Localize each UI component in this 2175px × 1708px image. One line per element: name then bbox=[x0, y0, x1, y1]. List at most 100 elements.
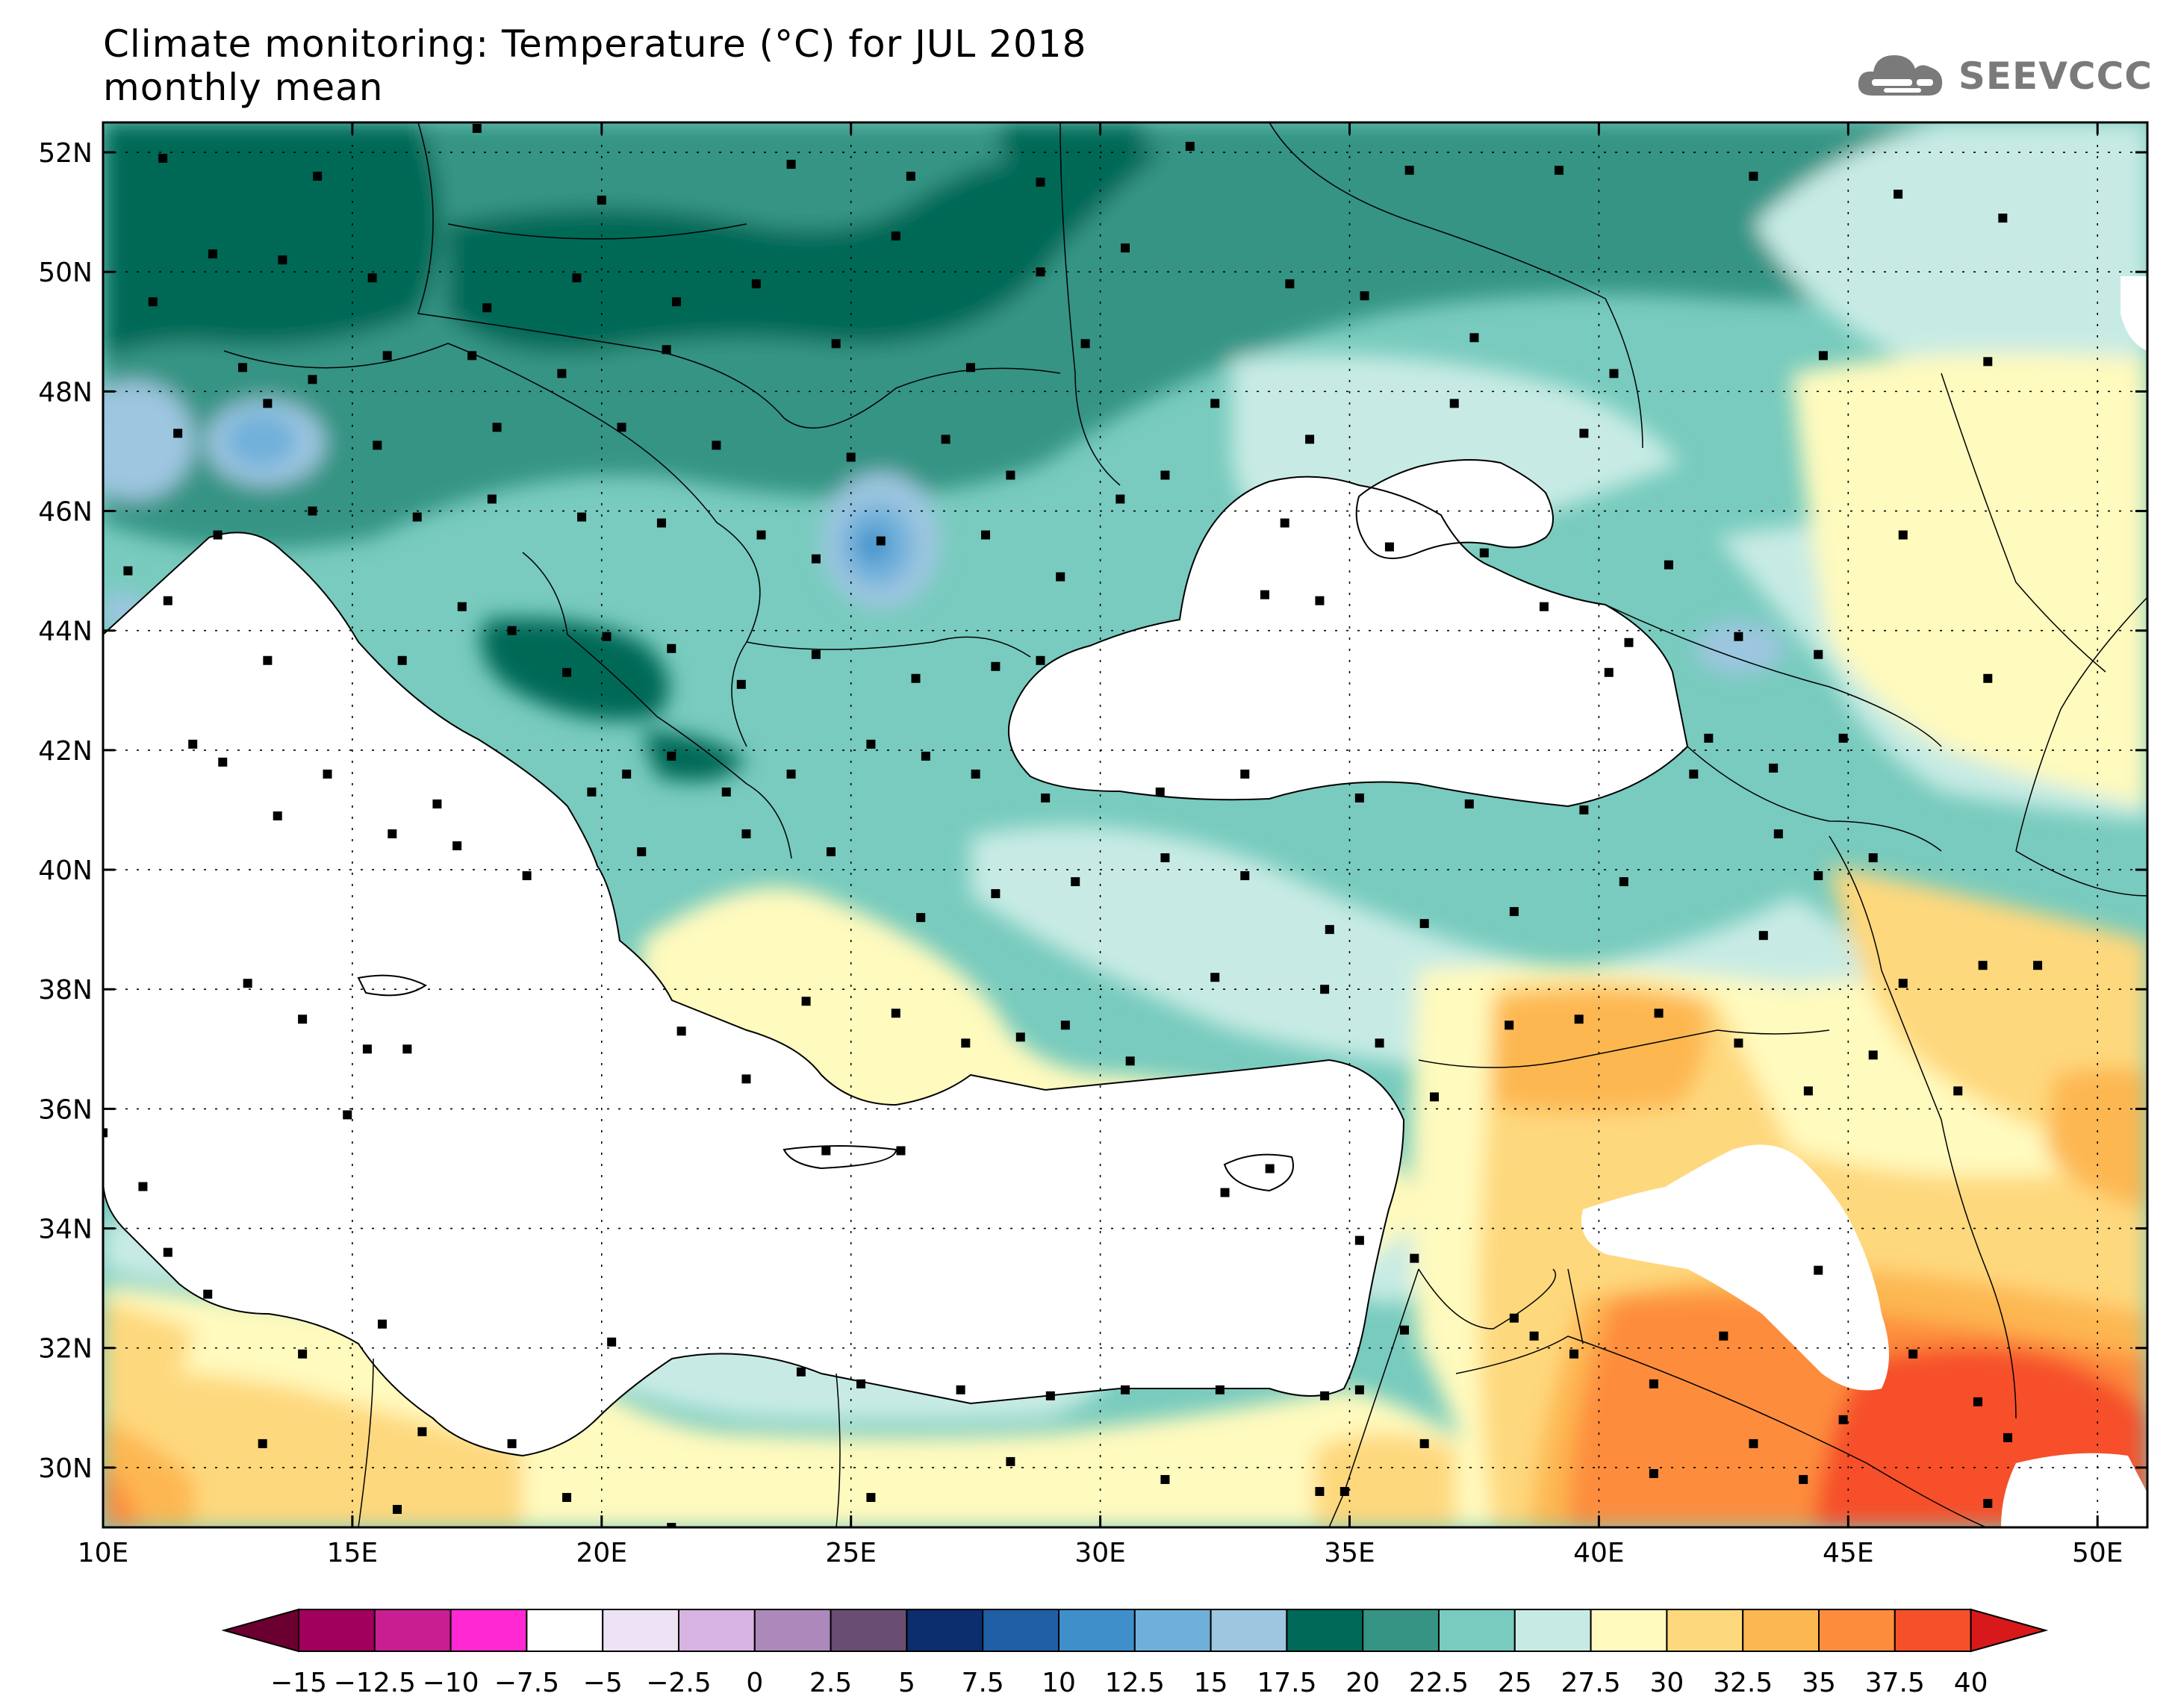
map-title: Climate monitoring: Temperature (°C) for… bbox=[103, 22, 1087, 66]
station-marker bbox=[1838, 733, 1848, 743]
station-marker bbox=[1404, 166, 1414, 175]
colorbar-swatch bbox=[1362, 1609, 1440, 1652]
station-marker bbox=[1360, 291, 1369, 301]
station-marker bbox=[607, 1337, 617, 1347]
station-marker bbox=[1285, 279, 1295, 289]
station-marker bbox=[103, 1128, 108, 1138]
station-marker bbox=[1769, 763, 1779, 773]
station-marker bbox=[1609, 369, 1619, 378]
station-marker bbox=[751, 279, 761, 289]
colorbar-label: 12.5 bbox=[1105, 1668, 1165, 1698]
station-marker bbox=[138, 1182, 148, 1191]
station-marker bbox=[1908, 1349, 1918, 1359]
station-marker bbox=[1509, 1313, 1519, 1323]
station-marker bbox=[712, 440, 721, 450]
lon-label: 50E bbox=[2072, 1538, 2123, 1568]
station-marker bbox=[557, 369, 567, 378]
station-marker bbox=[786, 160, 796, 169]
station-marker bbox=[1579, 428, 1589, 438]
colorbar-high-arrow bbox=[1970, 1608, 2049, 1653]
station-marker bbox=[1953, 1086, 1963, 1096]
station-marker bbox=[1354, 1235, 1364, 1245]
colorbar-swatch bbox=[1286, 1609, 1364, 1652]
latitude-labels: 52N 50N 48N 46N 44N 42N 40N 38N 36N 34N 32N 30N bbox=[38, 138, 93, 1484]
station-marker bbox=[393, 1504, 402, 1514]
colorbar-label: −12.5 bbox=[334, 1668, 416, 1698]
station-marker bbox=[163, 596, 172, 605]
station-marker bbox=[671, 297, 681, 307]
station-marker bbox=[388, 829, 397, 839]
station-marker bbox=[1260, 590, 1269, 599]
colorbar-label: 25 bbox=[1498, 1668, 1532, 1698]
station-marker bbox=[2003, 1433, 2013, 1442]
station-marker bbox=[1464, 799, 1474, 808]
station-marker bbox=[1160, 853, 1170, 863]
station-marker bbox=[991, 661, 1001, 671]
station-marker bbox=[846, 452, 856, 462]
station-marker bbox=[826, 847, 836, 857]
colorbar-label: −2.5 bbox=[646, 1668, 711, 1698]
station-marker bbox=[1983, 357, 1993, 367]
station-marker bbox=[572, 273, 582, 283]
lat-label: 52N bbox=[38, 138, 93, 169]
station-marker bbox=[1006, 1456, 1015, 1466]
colorbar-swatch bbox=[1590, 1609, 1668, 1652]
station-marker bbox=[1006, 470, 1015, 480]
colorbar-swatch bbox=[1133, 1609, 1212, 1652]
station-marker bbox=[1036, 655, 1045, 665]
lat-label: 44N bbox=[38, 617, 93, 647]
station-marker bbox=[457, 602, 467, 611]
station-marker bbox=[1509, 907, 1519, 917]
station-marker bbox=[1773, 829, 1783, 839]
station-marker bbox=[1056, 572, 1065, 582]
station-marker bbox=[278, 255, 287, 265]
station-marker bbox=[482, 303, 492, 313]
station-marker bbox=[856, 1379, 866, 1388]
station-marker bbox=[377, 1319, 387, 1329]
lon-label: 25E bbox=[825, 1538, 877, 1568]
station-marker bbox=[741, 829, 751, 839]
station-marker bbox=[811, 649, 821, 659]
station-marker bbox=[1320, 1391, 1330, 1400]
station-marker bbox=[1569, 1349, 1579, 1359]
station-marker bbox=[602, 632, 612, 641]
station-marker bbox=[1155, 787, 1165, 797]
colorbar-label: 2.5 bbox=[809, 1668, 852, 1698]
station-marker bbox=[1838, 1415, 1848, 1424]
coastlines bbox=[103, 459, 1689, 1457]
colorbar-label: −10 bbox=[423, 1668, 479, 1698]
logo-text: SEEVCCC bbox=[1958, 54, 2153, 98]
station-marker bbox=[1339, 1486, 1349, 1496]
station-marker bbox=[203, 1289, 213, 1299]
station-marker bbox=[831, 339, 841, 349]
station-marker bbox=[891, 1009, 900, 1018]
station-marker bbox=[452, 841, 462, 851]
station-marker bbox=[1469, 333, 1479, 343]
station-marker bbox=[1898, 979, 1908, 988]
colorbar-swatch bbox=[1742, 1609, 1820, 1652]
lon-label: 15E bbox=[327, 1538, 379, 1568]
station-marker bbox=[587, 787, 597, 797]
station-marker bbox=[1818, 351, 1828, 361]
station-marker bbox=[1983, 673, 1993, 683]
station-marker bbox=[308, 506, 317, 516]
lat-label: 32N bbox=[38, 1334, 93, 1365]
station-marker bbox=[218, 757, 228, 767]
station-marker bbox=[1898, 530, 1908, 540]
station-marker bbox=[1384, 542, 1394, 552]
station-marker bbox=[891, 231, 900, 241]
station-marker bbox=[1210, 399, 1220, 408]
lon-label: 40E bbox=[1573, 1538, 1625, 1568]
station-marker bbox=[617, 423, 626, 432]
colorbar-label: 32.5 bbox=[1713, 1668, 1773, 1698]
station-marker bbox=[577, 512, 587, 522]
station-marker bbox=[622, 769, 632, 779]
station-marker bbox=[1240, 769, 1250, 779]
station-marker bbox=[1185, 142, 1195, 152]
station-marker bbox=[258, 1439, 267, 1448]
lat-label: 36N bbox=[38, 1094, 93, 1125]
station-marker bbox=[1704, 733, 1714, 743]
colorbar-swatch bbox=[906, 1609, 984, 1652]
lat-label: 42N bbox=[38, 736, 93, 767]
station-marker bbox=[1604, 667, 1614, 677]
